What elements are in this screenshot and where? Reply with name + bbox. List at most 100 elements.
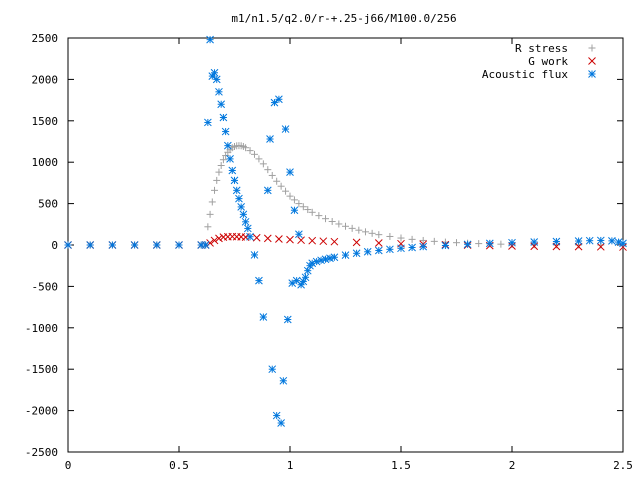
data-point	[361, 228, 369, 236]
data-point	[330, 237, 339, 246]
data-point	[348, 224, 356, 232]
data-point	[286, 168, 294, 176]
data-point	[315, 212, 323, 220]
y-tick-label: -2500	[25, 446, 58, 459]
data-point	[419, 242, 428, 251]
data-point	[108, 241, 117, 249]
data-point	[485, 239, 494, 248]
data-point	[152, 241, 161, 249]
data-point	[295, 200, 303, 208]
data-point	[266, 135, 274, 143]
series-2	[64, 35, 627, 427]
data-point	[273, 177, 281, 185]
data-point	[259, 313, 268, 321]
data-point	[130, 241, 139, 249]
data-point	[397, 244, 405, 253]
data-point	[215, 168, 223, 176]
data-point	[299, 203, 307, 211]
data-point	[352, 238, 361, 247]
data-point	[235, 194, 243, 203]
data-point	[226, 155, 234, 163]
data-point	[212, 75, 221, 84]
data-point	[352, 249, 361, 258]
data-point	[219, 113, 228, 122]
data-point	[64, 241, 72, 249]
legend-label: Acoustic flux	[482, 68, 568, 81]
data-point	[210, 68, 219, 77]
data-point	[201, 241, 210, 249]
data-point	[317, 256, 325, 265]
data-point	[497, 240, 505, 248]
data-point	[326, 254, 334, 263]
series-layer	[64, 35, 627, 427]
data-point	[246, 147, 254, 155]
data-point	[386, 232, 394, 240]
x-tick-label: 1	[287, 459, 294, 472]
data-point	[206, 35, 214, 44]
data-point	[297, 236, 305, 245]
data-point	[368, 229, 376, 237]
x-tick-label: 2	[509, 459, 516, 472]
data-point	[286, 235, 294, 244]
plot-frame	[67, 37, 624, 453]
data-point	[208, 198, 216, 206]
data-point	[242, 144, 250, 152]
y-tick-label: -500	[32, 280, 59, 293]
data-point	[255, 276, 263, 285]
data-point	[86, 241, 95, 249]
data-point	[335, 220, 343, 228]
data-point	[281, 125, 290, 133]
data-point	[530, 238, 539, 246]
data-point	[312, 257, 321, 266]
data-point	[277, 419, 285, 427]
legend-label: G work	[528, 55, 568, 68]
data-point	[237, 203, 246, 211]
data-point	[270, 98, 279, 107]
y-tick-label: -1500	[25, 363, 58, 376]
data-point	[217, 162, 225, 170]
series-0	[64, 142, 627, 249]
data-point	[263, 234, 272, 243]
y-tick-label: -2000	[25, 405, 58, 418]
data-point	[290, 206, 299, 215]
data-point	[239, 210, 248, 219]
data-point	[453, 239, 460, 247]
data-point	[463, 240, 472, 249]
data-point	[243, 224, 252, 233]
data-point	[277, 182, 285, 190]
data-point	[217, 100, 226, 109]
data-point	[228, 166, 237, 175]
data-point	[363, 247, 372, 256]
y-tick-label: 1500	[32, 115, 59, 128]
data-point	[290, 196, 298, 204]
y-tick-label: 0	[51, 239, 58, 252]
data-point	[215, 234, 223, 243]
data-point	[322, 215, 330, 223]
data-point	[264, 166, 272, 174]
x-tick-label: 0.5	[169, 459, 189, 472]
data-point	[246, 232, 254, 241]
data-point	[250, 251, 259, 259]
legend-marker	[588, 70, 596, 78]
legend-marker	[588, 44, 596, 52]
data-point	[282, 187, 290, 195]
data-point	[328, 217, 336, 225]
data-point	[585, 236, 594, 245]
data-point	[250, 150, 258, 158]
data-point	[283, 315, 292, 324]
data-point	[619, 239, 627, 248]
x-tick-label: 0	[65, 459, 72, 472]
data-point	[252, 233, 261, 242]
y-tick-label: 1000	[32, 156, 59, 169]
data-point	[375, 231, 383, 239]
data-point	[210, 236, 219, 245]
data-point	[206, 210, 214, 218]
data-point	[574, 237, 583, 245]
legend-marker	[588, 57, 596, 65]
series-1	[64, 232, 627, 251]
data-point	[614, 238, 623, 246]
data-point	[204, 118, 212, 127]
data-point	[286, 192, 294, 200]
y-tick-label: -1000	[25, 322, 58, 335]
